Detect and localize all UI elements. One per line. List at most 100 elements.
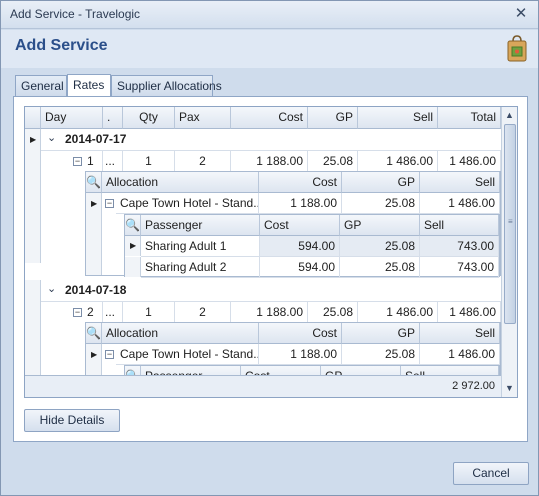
- passenger-cost: 594.00: [260, 236, 340, 257]
- passenger-cost: 594.00: [260, 257, 340, 278]
- tab-general[interactable]: General: [15, 75, 67, 96]
- title-bar: Add Service - Travelogic ✕: [1, 1, 538, 29]
- column-header-cost[interactable]: Cost: [231, 107, 308, 129]
- passenger-sell: 743.00: [420, 236, 499, 257]
- cell-dot[interactable]: ...: [103, 302, 123, 323]
- cell-total: 1 486.00: [438, 302, 501, 323]
- close-icon[interactable]: ✕: [514, 5, 528, 22]
- subgrid-header-allocation[interactable]: Allocation: [102, 323, 259, 344]
- column-header-sell[interactable]: Sell: [358, 107, 438, 129]
- passenger-name: Sharing Adult 1: [141, 236, 260, 257]
- allocation-subgrid: 🔍 Allocation Cost GP Sell ▶ − Cape Town …: [85, 322, 501, 375]
- chevron-down-icon[interactable]: ⌄: [47, 283, 57, 295]
- allocation-sell: 1 486.00: [420, 193, 500, 214]
- cell-pax: 2: [175, 302, 231, 323]
- cell-total: 1 486.00: [438, 151, 501, 172]
- subgrid-header-cost[interactable]: Cost: [260, 215, 340, 236]
- tab-supplier-allocations[interactable]: Supplier Allocations: [111, 75, 222, 96]
- cell-cost: 1 188.00: [231, 151, 308, 172]
- passenger-subgrid: 🔍 Passenger Cost GP Sell: [124, 365, 500, 375]
- column-header-dot[interactable]: .: [103, 107, 123, 129]
- cell-cost: 1 188.00: [231, 302, 308, 323]
- subgrid-header-passenger[interactable]: Passenger: [141, 215, 260, 236]
- column-header-gp[interactable]: GP: [308, 107, 358, 129]
- grid-footer: 2 972.00: [25, 375, 501, 397]
- cell-gp: 25.08: [308, 151, 358, 172]
- scroll-up-icon[interactable]: ▲: [505, 110, 514, 120]
- passenger-gp: 25.08: [340, 236, 420, 257]
- search-icon[interactable]: 🔍: [86, 172, 102, 193]
- group-date: 2014-07-18: [65, 283, 127, 297]
- indicator-header: [25, 107, 41, 129]
- cell-gp: 25.08: [308, 302, 358, 323]
- subgrid-header-gp[interactable]: GP: [340, 215, 420, 236]
- column-header-day[interactable]: Day: [41, 107, 103, 129]
- grip-icon: ≡: [508, 217, 513, 226]
- passenger-sell: 743.00: [420, 257, 499, 278]
- shopping-bag-icon: [507, 35, 527, 62]
- cell-qty: 1: [123, 151, 175, 172]
- allocation-name: Cape Town Hotel - Stand...: [116, 193, 259, 214]
- passenger-subgrid: 🔍 Passenger Cost GP Sell ▶ Sharing Adult…: [124, 214, 500, 278]
- subgrid-header-gp[interactable]: GP: [342, 323, 420, 344]
- subgrid-header-allocation[interactable]: Allocation: [102, 172, 259, 193]
- rates-grid: Day . Qty Pax Cost GP Sell Total ▶ ⌄ 201…: [24, 106, 518, 398]
- cell-sell: 1 486.00: [358, 151, 438, 172]
- subgrid-header-cost[interactable]: Cost: [259, 172, 342, 193]
- allocation-subgrid: 🔍 Allocation Cost GP Sell ▶ − Cape Town …: [85, 171, 501, 278]
- subgrid-header-cost[interactable]: Cost: [241, 366, 321, 375]
- tab-rates[interactable]: Rates: [67, 74, 111, 97]
- group-date: 2014-07-17: [65, 132, 127, 146]
- subgrid-header-sell[interactable]: Sell: [420, 172, 500, 193]
- column-header-total[interactable]: Total: [438, 107, 501, 129]
- grand-total: 2 972.00: [452, 380, 495, 392]
- group-row[interactable]: ⌄ 2014-07-18: [25, 280, 501, 302]
- allocation-name: Cape Town Hotel - Stand...: [116, 344, 259, 365]
- row-indicator-icon: ▶: [91, 350, 98, 359]
- window-title: Add Service - Travelogic: [10, 7, 141, 21]
- cancel-button[interactable]: Cancel: [453, 462, 529, 485]
- passenger-name: Sharing Adult 2: [141, 257, 260, 278]
- group-row[interactable]: ▶ ⌄ 2014-07-17: [25, 129, 501, 151]
- collapse-icon[interactable]: −: [73, 307, 82, 317]
- allocation-gp: 25.08: [342, 193, 420, 214]
- cell-pax: 2: [175, 151, 231, 172]
- subgrid-header-sell[interactable]: Sell: [420, 215, 499, 236]
- subgrid-header-cost[interactable]: Cost: [259, 323, 342, 344]
- row-indicator-icon: ▶: [91, 199, 98, 208]
- subgrid-header-gp[interactable]: GP: [321, 366, 401, 375]
- allocation-gp: 25.08: [342, 344, 420, 365]
- row-indicator-icon: ▶: [130, 241, 137, 250]
- subgrid-header-passenger[interactable]: Passenger: [141, 366, 241, 375]
- allocation-sell: 1 486.00: [420, 344, 500, 365]
- cell-qty: 1: [123, 302, 175, 323]
- vertical-scrollbar[interactable]: ▲ ≡ ▼: [501, 107, 517, 397]
- search-icon[interactable]: 🔍: [125, 215, 141, 236]
- cell-day: 2: [87, 302, 103, 323]
- cell-sell: 1 486.00: [358, 302, 438, 323]
- allocation-cost: 1 188.00: [259, 193, 342, 214]
- subgrid-header-gp[interactable]: GP: [342, 172, 420, 193]
- allocation-cost: 1 188.00: [259, 344, 342, 365]
- row-indicator-icon: ▶: [30, 135, 37, 144]
- subgrid-header-sell[interactable]: Sell: [420, 323, 500, 344]
- subgrid-header-sell[interactable]: Sell: [401, 366, 499, 375]
- scroll-down-icon[interactable]: ▼: [505, 383, 514, 393]
- page-title: Add Service: [15, 37, 108, 54]
- passenger-gp: 25.08: [340, 257, 420, 278]
- form-header: Add Service: [1, 30, 538, 68]
- search-icon[interactable]: 🔍: [125, 366, 141, 375]
- search-icon[interactable]: 🔍: [86, 323, 102, 344]
- column-header-pax[interactable]: Pax: [175, 107, 231, 129]
- chevron-down-icon[interactable]: ⌄: [47, 132, 57, 144]
- collapse-icon[interactable]: −: [105, 198, 114, 208]
- rates-panel: Day . Qty Pax Cost GP Sell Total ▶ ⌄ 201…: [13, 96, 528, 442]
- cell-dot[interactable]: ...: [103, 151, 123, 172]
- column-header-qty[interactable]: Qty: [123, 107, 175, 129]
- collapse-icon[interactable]: −: [73, 156, 82, 166]
- scroll-thumb[interactable]: ≡: [504, 124, 516, 324]
- collapse-icon[interactable]: −: [105, 349, 114, 359]
- hide-details-button[interactable]: Hide Details: [24, 409, 120, 432]
- cell-day: 1: [87, 151, 103, 172]
